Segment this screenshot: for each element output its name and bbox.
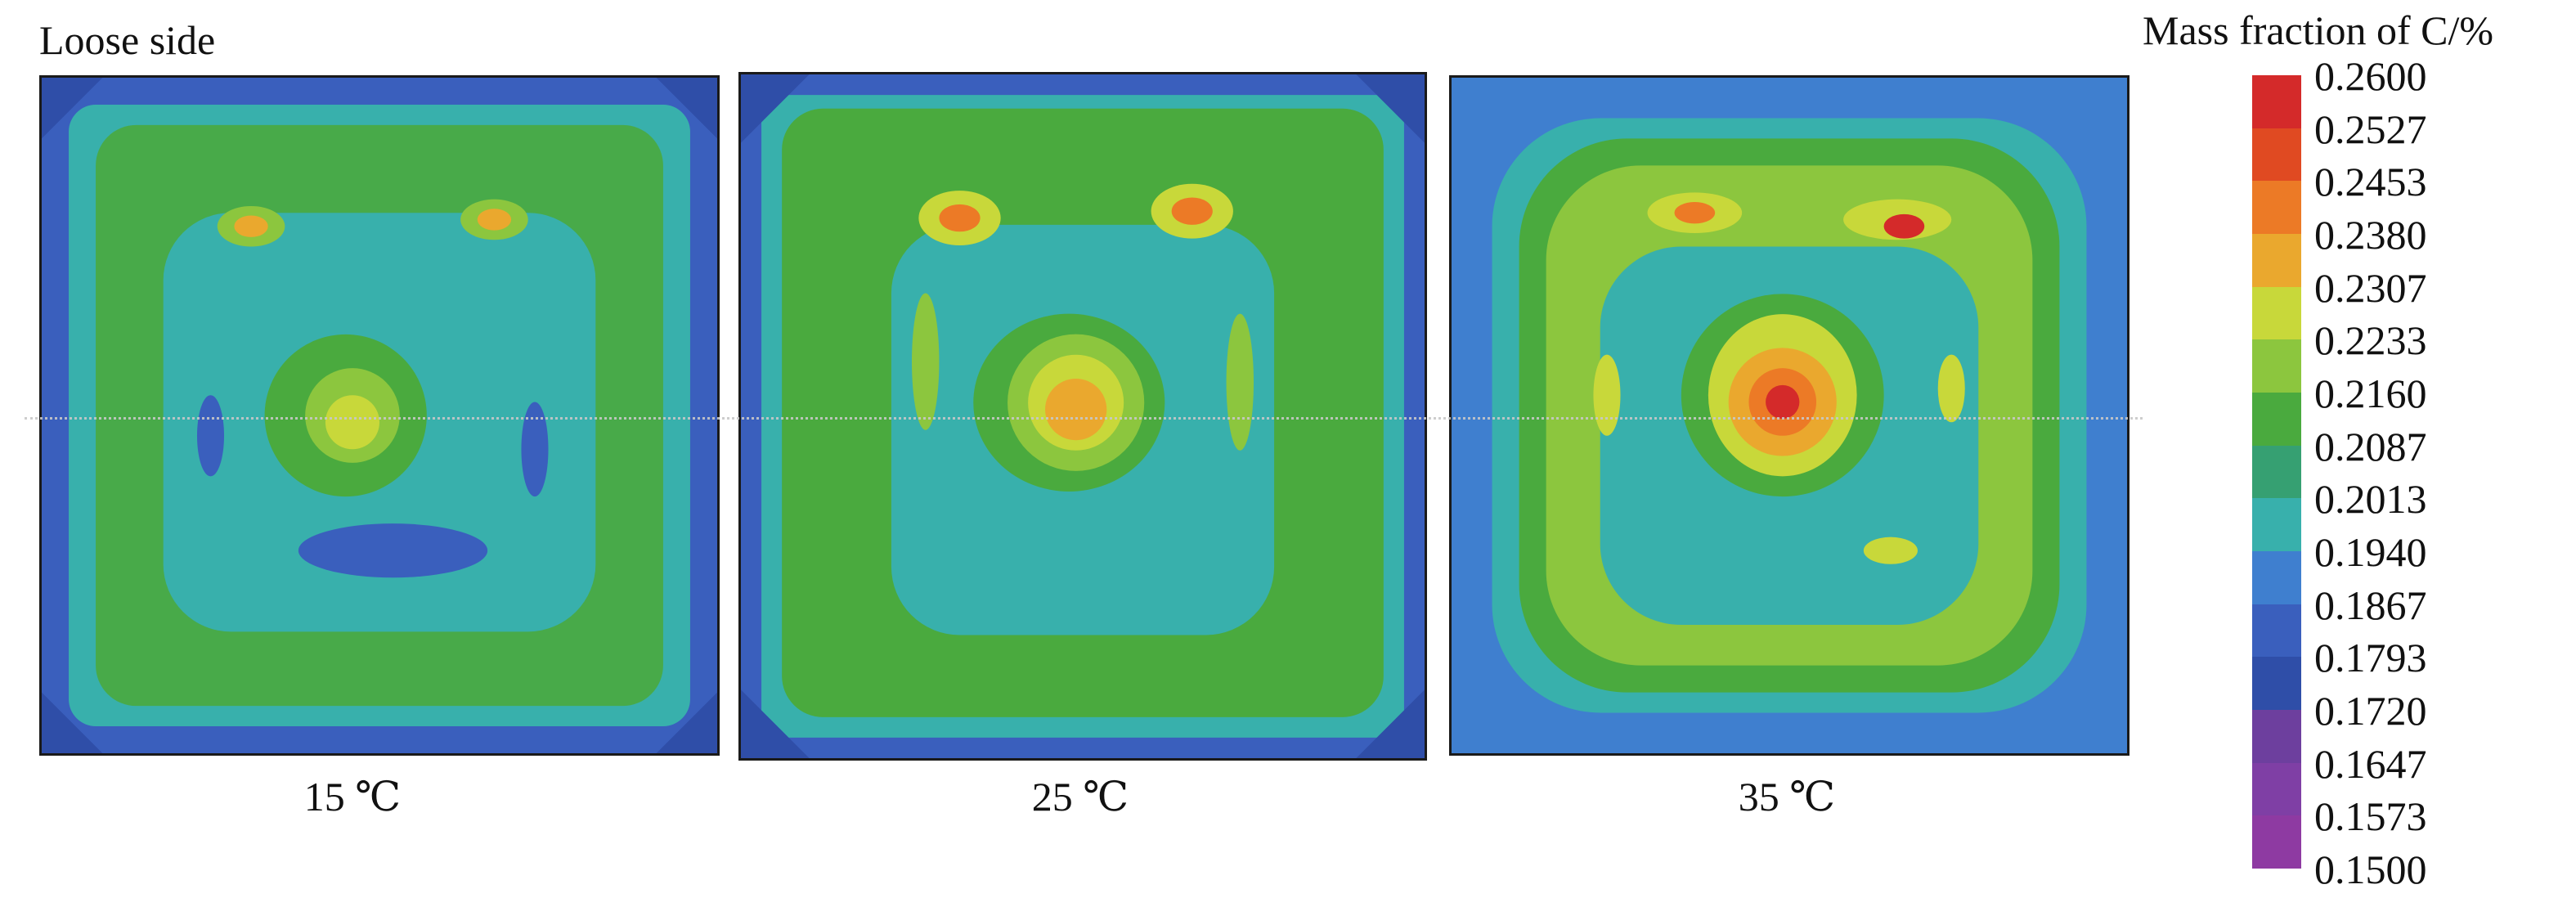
legend-title: Mass fraction of C/% bbox=[2143, 7, 2494, 53]
colorbar-tick-label: 0.2307 bbox=[2314, 264, 2427, 311]
colorbar-segment bbox=[2252, 498, 2301, 551]
colorbar-tick-label: 0.1720 bbox=[2314, 688, 2427, 734]
colorbar-tick-label: 0.2087 bbox=[2314, 423, 2427, 469]
colorbar-tick-label: 0.2527 bbox=[2314, 106, 2427, 152]
colorbar-segment bbox=[2252, 286, 2301, 340]
colorbar-segment bbox=[2252, 657, 2301, 710]
panel-label-15: 15 ℃ bbox=[303, 774, 402, 819]
colorbar-segment bbox=[2252, 392, 2301, 446]
colorbar-tick-label: 0.2013 bbox=[2314, 476, 2427, 523]
colorbar-segment bbox=[2252, 128, 2301, 182]
colorbar-tick-label: 0.2453 bbox=[2314, 159, 2427, 205]
colorbar-segment bbox=[2252, 445, 2301, 499]
colorbar-tick-label: 0.2233 bbox=[2314, 317, 2427, 364]
colorbar-tick-label: 0.1573 bbox=[2314, 793, 2427, 840]
contour-panel-35 bbox=[1449, 75, 2129, 756]
colorbar-tick-label: 0.1500 bbox=[2314, 846, 2427, 892]
colorbar-segment bbox=[2252, 339, 2301, 393]
colorbar-segment bbox=[2252, 233, 2301, 287]
colorbar-segment bbox=[2252, 550, 2301, 604]
contour-panel-25 bbox=[738, 72, 1427, 761]
colorbar-segment bbox=[2252, 815, 2301, 869]
colorbar bbox=[2252, 75, 2301, 869]
colorbar-tick-label: 0.1940 bbox=[2314, 529, 2427, 575]
colorbar-segment bbox=[2252, 75, 2301, 128]
colorbar-tick-label: 0.1647 bbox=[2314, 740, 2427, 787]
colorbar-tick-label: 0.2380 bbox=[2314, 212, 2427, 258]
colorbar-tick-label: 0.1867 bbox=[2314, 581, 2427, 628]
colorbar-tick-label: 0.1793 bbox=[2314, 635, 2427, 681]
colorbar-tick-label: 0.2160 bbox=[2314, 370, 2427, 416]
colorbar-segment bbox=[2252, 762, 2301, 816]
colorbar-segment bbox=[2252, 709, 2301, 763]
contour-map-35 bbox=[1452, 78, 2127, 753]
panel-label-25: 25 ℃ bbox=[1031, 774, 1129, 819]
colorbar-segment bbox=[2252, 181, 2301, 234]
colorbar-segment bbox=[2252, 604, 2301, 658]
colorbar-tick-label: 0.2600 bbox=[2314, 53, 2427, 99]
panel-label-35: 35 ℃ bbox=[1738, 774, 1836, 819]
contour-map-15 bbox=[42, 78, 717, 753]
centerline-dotted bbox=[25, 417, 2143, 420]
contour-panel-15 bbox=[39, 75, 720, 756]
side-label: Loose side bbox=[39, 17, 216, 63]
contour-map-25 bbox=[741, 74, 1425, 758]
